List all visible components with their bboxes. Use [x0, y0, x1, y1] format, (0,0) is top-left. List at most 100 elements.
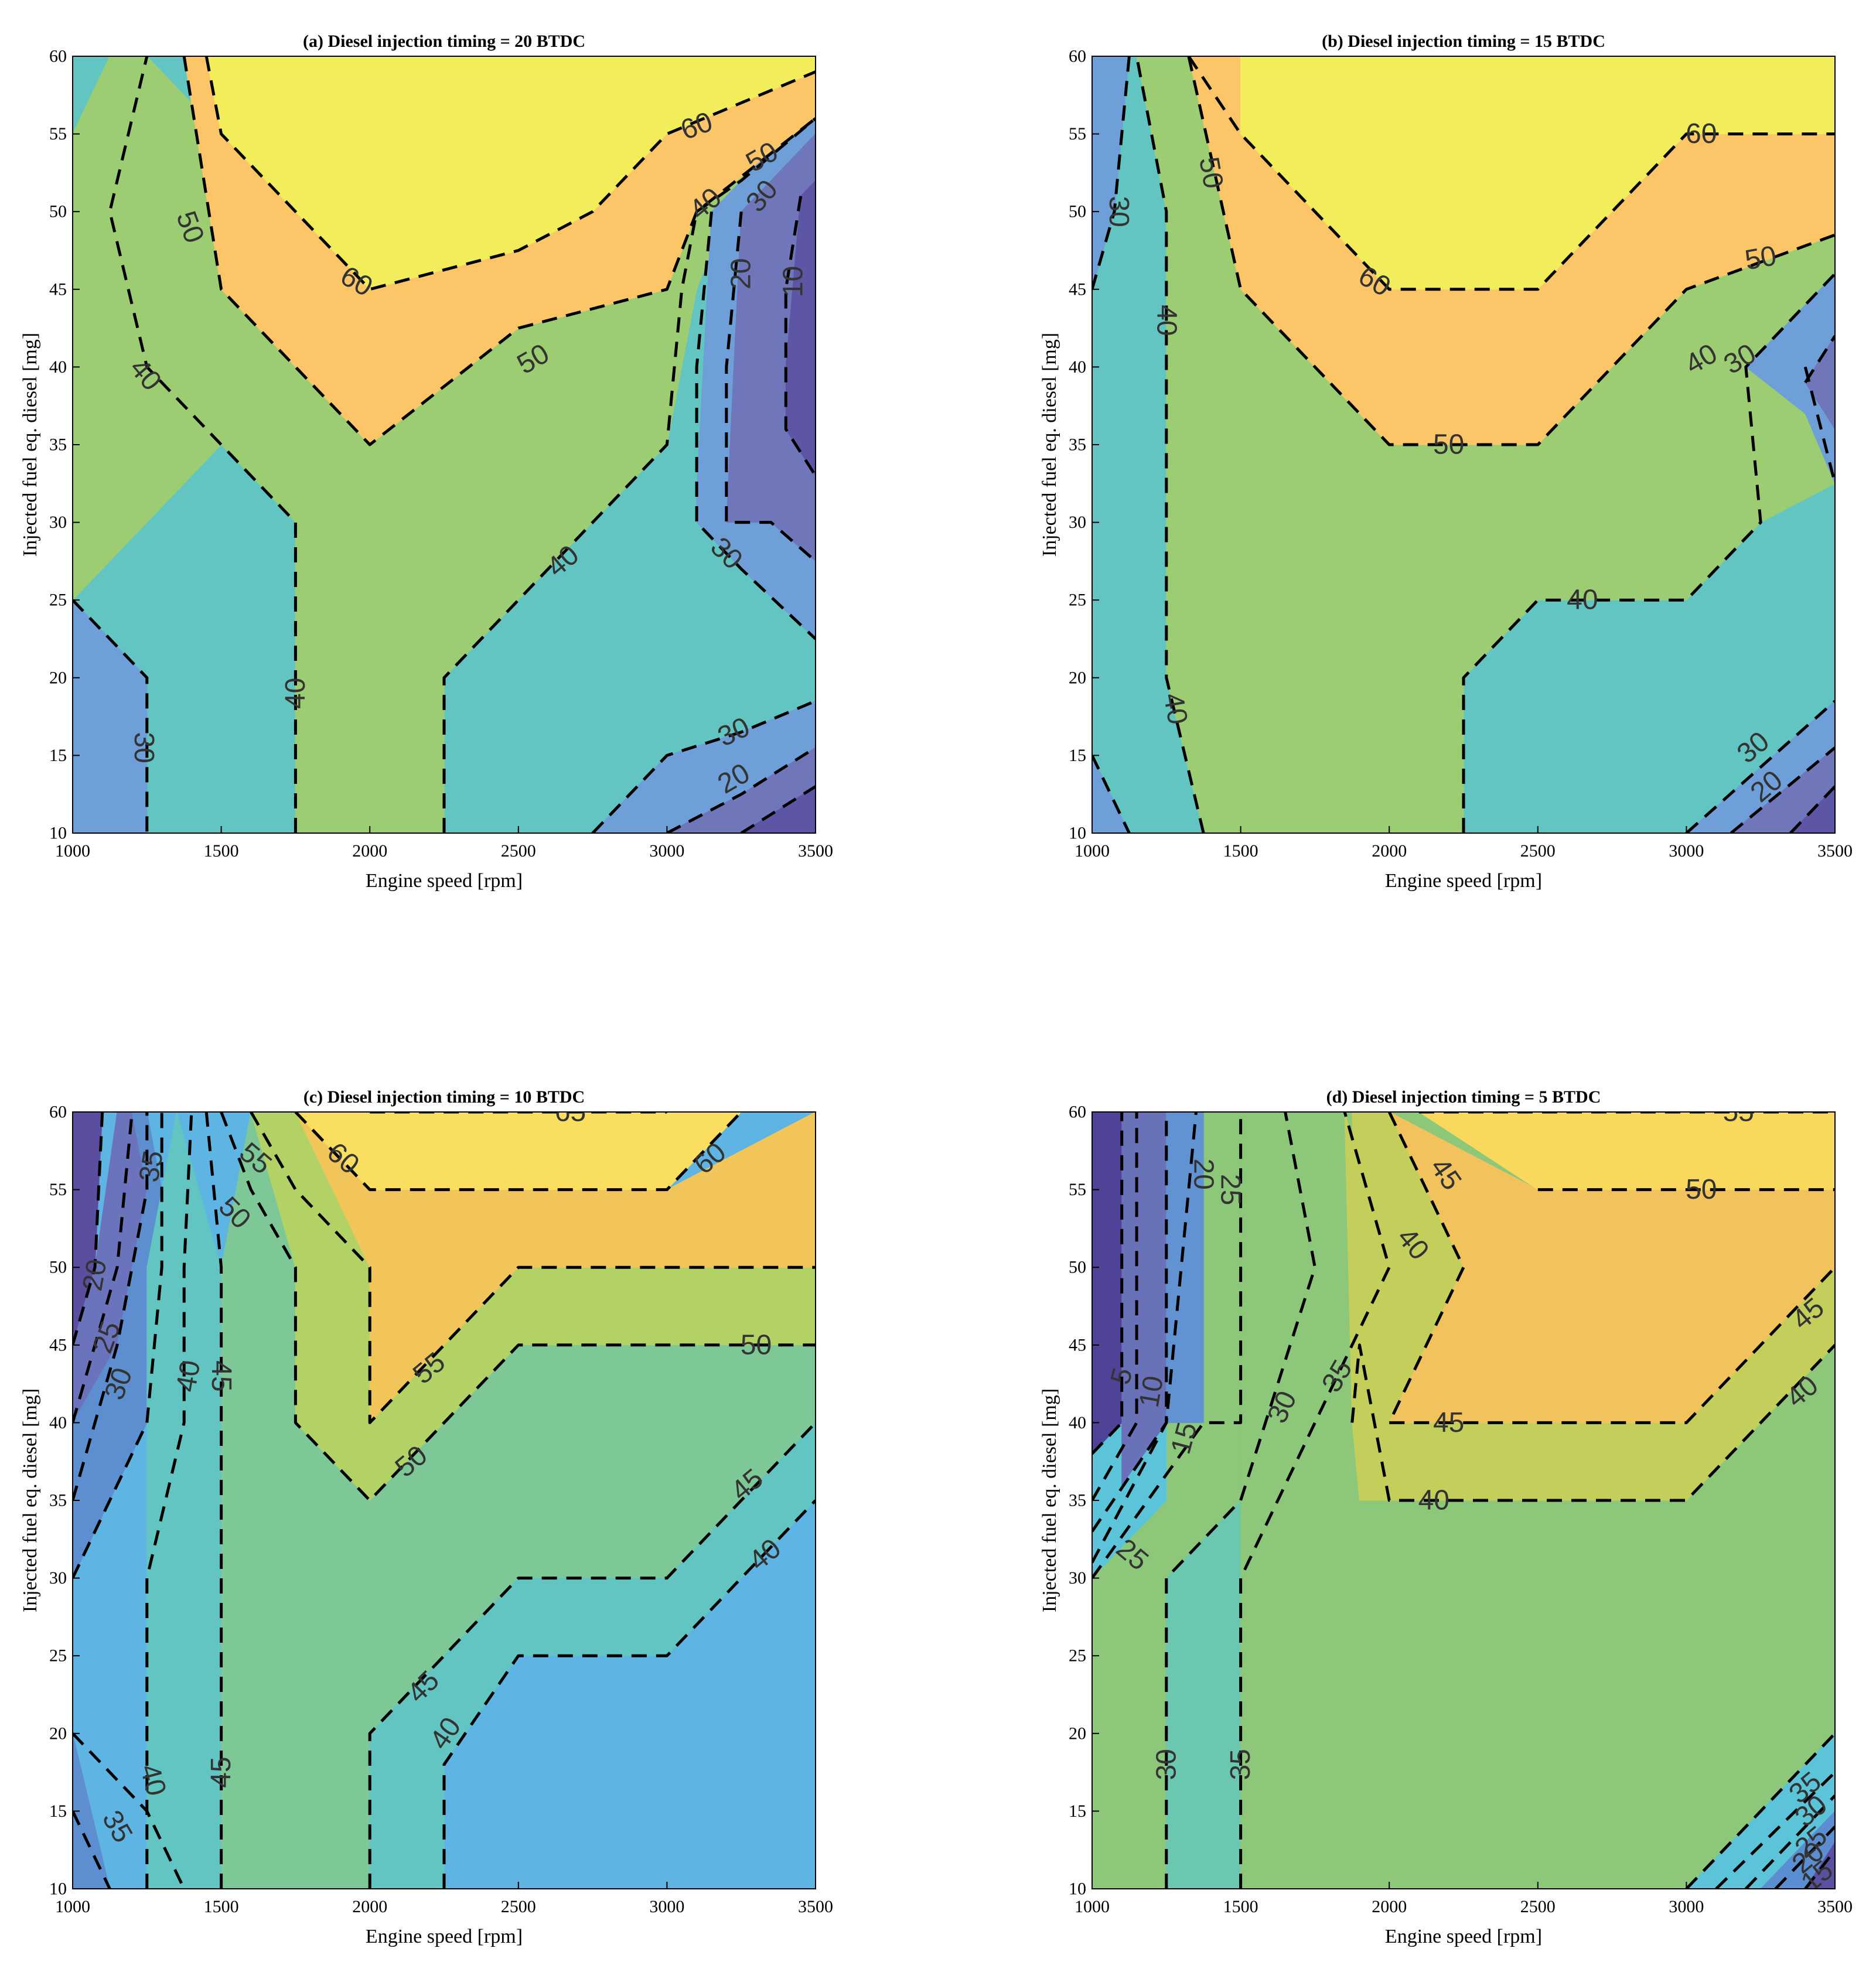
contour-label: 45: [206, 1360, 237, 1391]
contour-label: 35: [1225, 1749, 1256, 1780]
contour-label: 30: [1103, 196, 1134, 227]
y-tick-label: 50: [1069, 1258, 1086, 1277]
contour-line-25: [1745, 1794, 1835, 1889]
contour-panel-c: 2025303540454540355550606560555050454045…: [19, 1087, 833, 1947]
contour-label: 50: [1193, 155, 1229, 191]
y-tick-label: 25: [49, 1646, 67, 1666]
y-tick-label: 15: [49, 1802, 67, 1821]
y-tick-label: 60: [1069, 1103, 1086, 1122]
contour-line-40: [1462, 272, 1835, 833]
contour-line-55: [250, 1112, 816, 1424]
contour-line-15: [1804, 1849, 1835, 1889]
y-tick-label: 10: [1069, 824, 1086, 843]
contour-line-25: [1092, 1112, 1243, 1579]
y-axis-label: Injected fuel eq. diesel [mg]: [19, 333, 41, 557]
contour-line-30: [1803, 366, 1835, 484]
y-tick-label: 25: [1069, 1646, 1086, 1666]
contour-line-45: [368, 1421, 816, 1889]
contour-region: [741, 786, 816, 833]
contour-line-20: [1774, 1826, 1835, 1889]
x-tick-label: 2000: [1372, 1897, 1407, 1916]
contour-line-20: [73, 1112, 104, 1346]
contour-label: 40: [1151, 305, 1182, 336]
contour-region: [1760, 1810, 1835, 1889]
x-tick-label: 1000: [55, 841, 90, 861]
x-tick-label: 3500: [798, 1897, 833, 1916]
y-axis-label: Injected fuel eq. diesel [mg]: [1039, 333, 1060, 557]
contour-line-20: [1804, 335, 1835, 384]
y-tick-label: 30: [49, 1568, 67, 1588]
x-tick-label: 2500: [501, 1897, 536, 1916]
y-tick-label: 20: [1069, 1724, 1086, 1743]
x-tick-label: 3500: [798, 841, 833, 861]
contour-label: 30: [1151, 1749, 1182, 1780]
contour-region: [1166, 1112, 1204, 1423]
contour-label: 20: [726, 258, 757, 289]
contour-line-30: [1165, 1112, 1316, 1889]
contour-label: 40: [1567, 585, 1598, 616]
contour-label: 35: [134, 1148, 169, 1185]
contour-line-35: [1239, 1112, 1391, 1889]
y-tick-label: 30: [49, 513, 67, 532]
chart-title: (d) Diesel injection timing = 5 BTDC: [1326, 1087, 1601, 1107]
x-tick-label: 2000: [1372, 841, 1407, 861]
contour-label: 30: [128, 732, 159, 763]
y-tick-label: 30: [1069, 513, 1086, 532]
contour-line-30: [1092, 56, 1131, 290]
contour-region: [1745, 273, 1835, 484]
contour-line-20: [1092, 1112, 1198, 1564]
contour-line-10: [1789, 785, 1835, 833]
y-tick-label: 20: [49, 1724, 67, 1743]
x-axis-label: Engine speed [rpm]: [1385, 870, 1542, 892]
y-tick-label: 40: [1069, 1413, 1086, 1432]
chart-title: (a) Diesel injection timing = 20 BTDC: [303, 32, 585, 51]
contour-line-35: [1685, 1732, 1835, 1889]
y-tick-label: 35: [1069, 1491, 1086, 1510]
contour-line-20: [1092, 755, 1131, 833]
contour-line-30: [1685, 700, 1835, 833]
contour-label: 65: [555, 1097, 586, 1128]
plot-area: 2025303540454540355550606560555050454045…: [73, 1097, 816, 1889]
y-tick-label: 10: [49, 1879, 67, 1899]
y-tick-label: 45: [49, 279, 67, 299]
y-tick-label: 30: [1069, 1568, 1086, 1588]
contour-label: 40: [1418, 1485, 1449, 1516]
contour-line-10: [1092, 1112, 1138, 1502]
contour-line-40: [442, 117, 816, 833]
contour-label: 10: [777, 266, 809, 297]
contour-label: 10: [1134, 1373, 1169, 1410]
contour-region: [1121, 1112, 1167, 1486]
contour-label: 55: [1722, 1097, 1754, 1128]
y-tick-label: 45: [49, 1335, 67, 1355]
contour-label: 20: [1188, 1158, 1219, 1189]
y-tick-label: 60: [1069, 47, 1086, 66]
y-tick-label: 50: [49, 202, 67, 221]
contour-label: 50: [1742, 240, 1779, 276]
y-tick-label: 40: [49, 357, 67, 377]
y-tick-label: 60: [49, 47, 67, 66]
y-tick-label: 55: [49, 1180, 67, 1199]
y-tick-label: 20: [1069, 668, 1086, 687]
contour-line-60: [294, 1112, 743, 1192]
x-axis-label: Engine speed [rpm]: [1385, 1926, 1542, 1947]
x-tick-label: 1500: [1223, 1897, 1258, 1916]
contour-line-30: [73, 1112, 149, 1501]
contour-label: 50: [741, 1329, 772, 1360]
y-tick-label: 45: [1069, 1335, 1086, 1355]
contour-region: [146, 1112, 222, 1889]
contour-line-50: [1187, 56, 1835, 446]
x-tick-label: 3000: [1669, 1897, 1704, 1916]
contour-line-30: [695, 211, 816, 640]
contour-line-35: [73, 1112, 163, 1579]
contour-label: 50: [1686, 1174, 1717, 1205]
chart-title: (b) Diesel injection timing = 15 BTDC: [1322, 32, 1605, 51]
x-tick-label: 1000: [55, 1897, 90, 1916]
contour-region: [1092, 755, 1130, 833]
contour-region: [1092, 1112, 1123, 1455]
x-tick-label: 3000: [649, 841, 684, 861]
y-tick-label: 35: [1069, 435, 1086, 455]
y-tick-label: 45: [1069, 279, 1086, 299]
